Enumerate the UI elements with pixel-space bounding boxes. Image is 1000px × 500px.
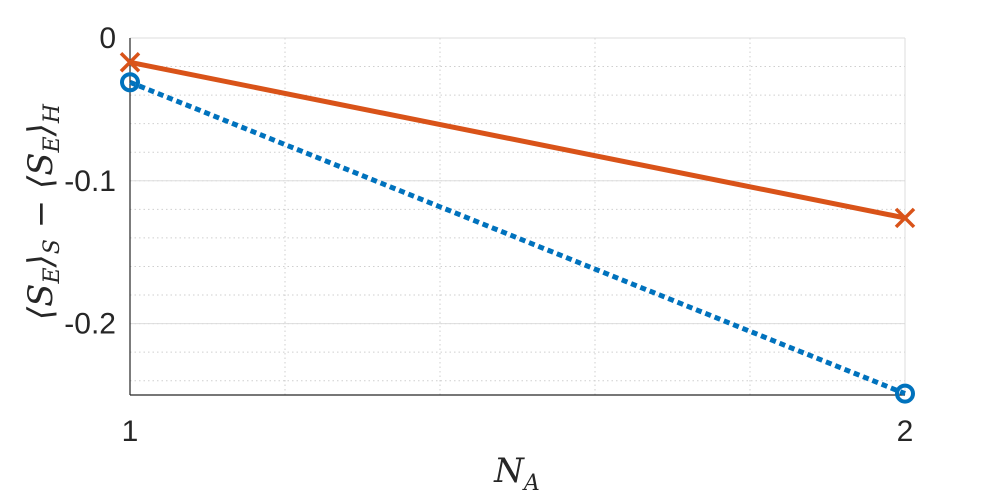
y-tick-label: -0.1: [64, 165, 116, 198]
x-tick-label: 2: [897, 415, 914, 448]
axes: [129, 38, 905, 396]
x-tick-label: 1: [122, 415, 139, 448]
x-axis-title: NA: [493, 451, 540, 496]
series-2-marker: [120, 72, 140, 93]
marker-stroke: [894, 207, 916, 229]
series-1-marker: [894, 207, 916, 229]
series-2-marker: [895, 383, 915, 404]
series-1-line: [129, 59, 906, 221]
y-tick-label: -0.2: [64, 308, 116, 341]
axis-titles: NA ⟨SE⟩S − ⟨SE⟩H: [21, 103, 540, 496]
marker-stroke: [119, 52, 141, 73]
tick-labels: 1 2 0 -0.1 -0.2: [64, 22, 913, 448]
grid: [130, 37, 906, 395]
y-tick-label: 0: [99, 22, 116, 55]
y-axis-title: ⟨SE⟩S − ⟨SE⟩H: [21, 103, 65, 320]
series-1-marker: [119, 52, 141, 73]
series-2-line: [129, 79, 906, 396]
series-layer: [119, 52, 916, 404]
